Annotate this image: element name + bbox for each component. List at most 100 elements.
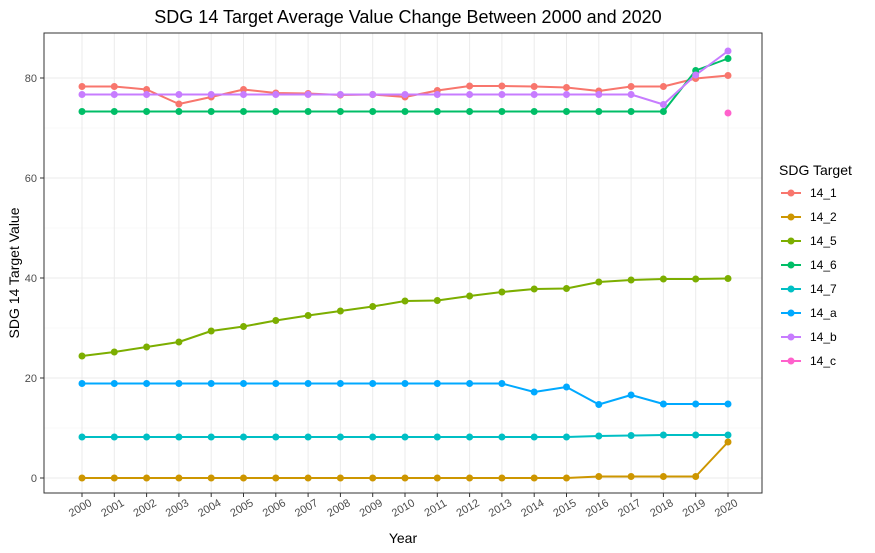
data-point-14_6: [272, 108, 280, 115]
data-point-14_1: [110, 83, 118, 90]
data-point-14_a: [627, 391, 635, 399]
data-point-14_2: [143, 474, 151, 482]
data-point-14_b: [692, 71, 700, 79]
data-point-14_5: [143, 343, 151, 351]
panel-border: [43, 32, 763, 494]
data-point-14_5: [336, 307, 344, 315]
data-point-14_1: [659, 83, 667, 90]
data-point-14_2: [692, 473, 700, 480]
data-point-14_c: [724, 109, 732, 117]
data-point-14_2: [563, 474, 570, 482]
data-point-14_6: [78, 108, 86, 115]
legend-title: SDG Target: [779, 162, 852, 178]
grid-minor: [44, 127, 762, 429]
data-point-14_2: [272, 474, 280, 482]
data-point-14_2: [466, 474, 474, 482]
data-point-14_6: [110, 108, 118, 115]
legend-key-point-14_a: [787, 309, 795, 317]
data-point-14_5: [207, 327, 215, 335]
data-point-14_5: [724, 275, 732, 282]
data-point-14_a: [336, 380, 344, 387]
data-point-14_a: [466, 380, 474, 387]
data-point-14_a: [724, 400, 732, 408]
data-point-14_1: [175, 100, 183, 108]
data-point-14_2: [207, 474, 215, 482]
legend-key-point-14_2: [787, 213, 795, 221]
data-point-14_a: [78, 380, 86, 387]
data-point-14_b: [304, 91, 312, 98]
data-point-14_7: [143, 433, 151, 441]
data-point-14_b: [240, 91, 247, 98]
data-point-14_2: [627, 473, 635, 480]
data-point-14_6: [240, 108, 247, 115]
data-point-14_2: [498, 474, 506, 482]
data-point-14_a: [692, 400, 700, 408]
data-point-14_2: [175, 474, 183, 482]
data-point-14_5: [433, 297, 441, 304]
data-point-14_b: [433, 91, 441, 98]
legend-label-14_a: 14_a: [810, 306, 837, 320]
y-tick-label: 20: [25, 373, 37, 385]
data-point-14_5: [530, 285, 538, 293]
legend-label-14_5: 14_5: [810, 234, 837, 248]
y-tick-label: 80: [25, 73, 37, 85]
data-point-14_2: [304, 474, 312, 482]
data-point-14_b: [110, 91, 118, 98]
data-point-14_6: [466, 108, 474, 115]
data-point-14_2: [659, 473, 667, 480]
data-point-14_a: [498, 380, 506, 387]
data-point-14_1: [563, 84, 570, 91]
data-point-14_7: [207, 433, 215, 441]
data-point-14_7: [563, 433, 570, 441]
data-point-14_5: [110, 348, 118, 356]
data-point-14_b: [143, 91, 151, 98]
legend: SDG Target 14_114_214_514_614_714_a14_b1…: [779, 162, 852, 368]
series-points: [78, 47, 732, 482]
legend-items: 14_1 14_2 14_5 14_6 14_7 14_a 14_b 14_c: [781, 186, 837, 368]
data-point-14_1: [466, 82, 474, 90]
data-point-14_7: [401, 433, 409, 441]
data-point-14_7: [724, 431, 732, 439]
data-point-14_5: [595, 278, 603, 286]
data-point-14_a: [207, 380, 215, 387]
data-point-14_1: [498, 82, 506, 90]
data-point-14_b: [724, 47, 732, 55]
data-point-14_6: [433, 108, 441, 115]
data-point-14_a: [530, 388, 538, 396]
data-point-14_b: [369, 91, 377, 98]
data-point-14_7: [240, 433, 247, 441]
data-point-14_b: [627, 91, 635, 98]
data-point-14_7: [692, 431, 700, 439]
data-point-14_a: [110, 380, 118, 387]
data-point-14_2: [240, 474, 247, 482]
legend-label-14_c: 14_c: [810, 354, 836, 368]
data-point-14_b: [272, 91, 280, 98]
data-point-14_7: [530, 433, 538, 441]
data-point-14_7: [466, 433, 474, 441]
data-point-14_b: [466, 91, 474, 98]
data-point-14_2: [110, 474, 118, 482]
data-point-14_b: [175, 91, 183, 98]
data-point-14_2: [369, 474, 377, 482]
data-point-14_2: [595, 473, 603, 480]
data-point-14_b: [595, 91, 603, 98]
y-axis: 0 20 40 60 80: [25, 73, 44, 485]
data-point-14_2: [724, 438, 732, 446]
data-point-14_2: [336, 474, 344, 482]
data-point-14_b: [401, 91, 409, 98]
data-point-14_2: [433, 474, 441, 482]
data-point-14_6: [401, 108, 409, 115]
data-point-14_7: [175, 433, 183, 441]
legend-label-14_b: 14_b: [810, 330, 837, 344]
data-point-14_b: [530, 91, 538, 98]
data-point-14_6: [724, 55, 732, 62]
data-point-14_7: [78, 433, 86, 441]
data-point-14_2: [530, 474, 538, 482]
data-point-14_1: [240, 86, 247, 93]
data-point-14_a: [595, 401, 603, 408]
legend-key-point-14_b: [787, 333, 795, 341]
data-point-14_a: [143, 380, 151, 387]
data-point-14_7: [595, 432, 603, 440]
data-point-14_5: [627, 276, 635, 284]
